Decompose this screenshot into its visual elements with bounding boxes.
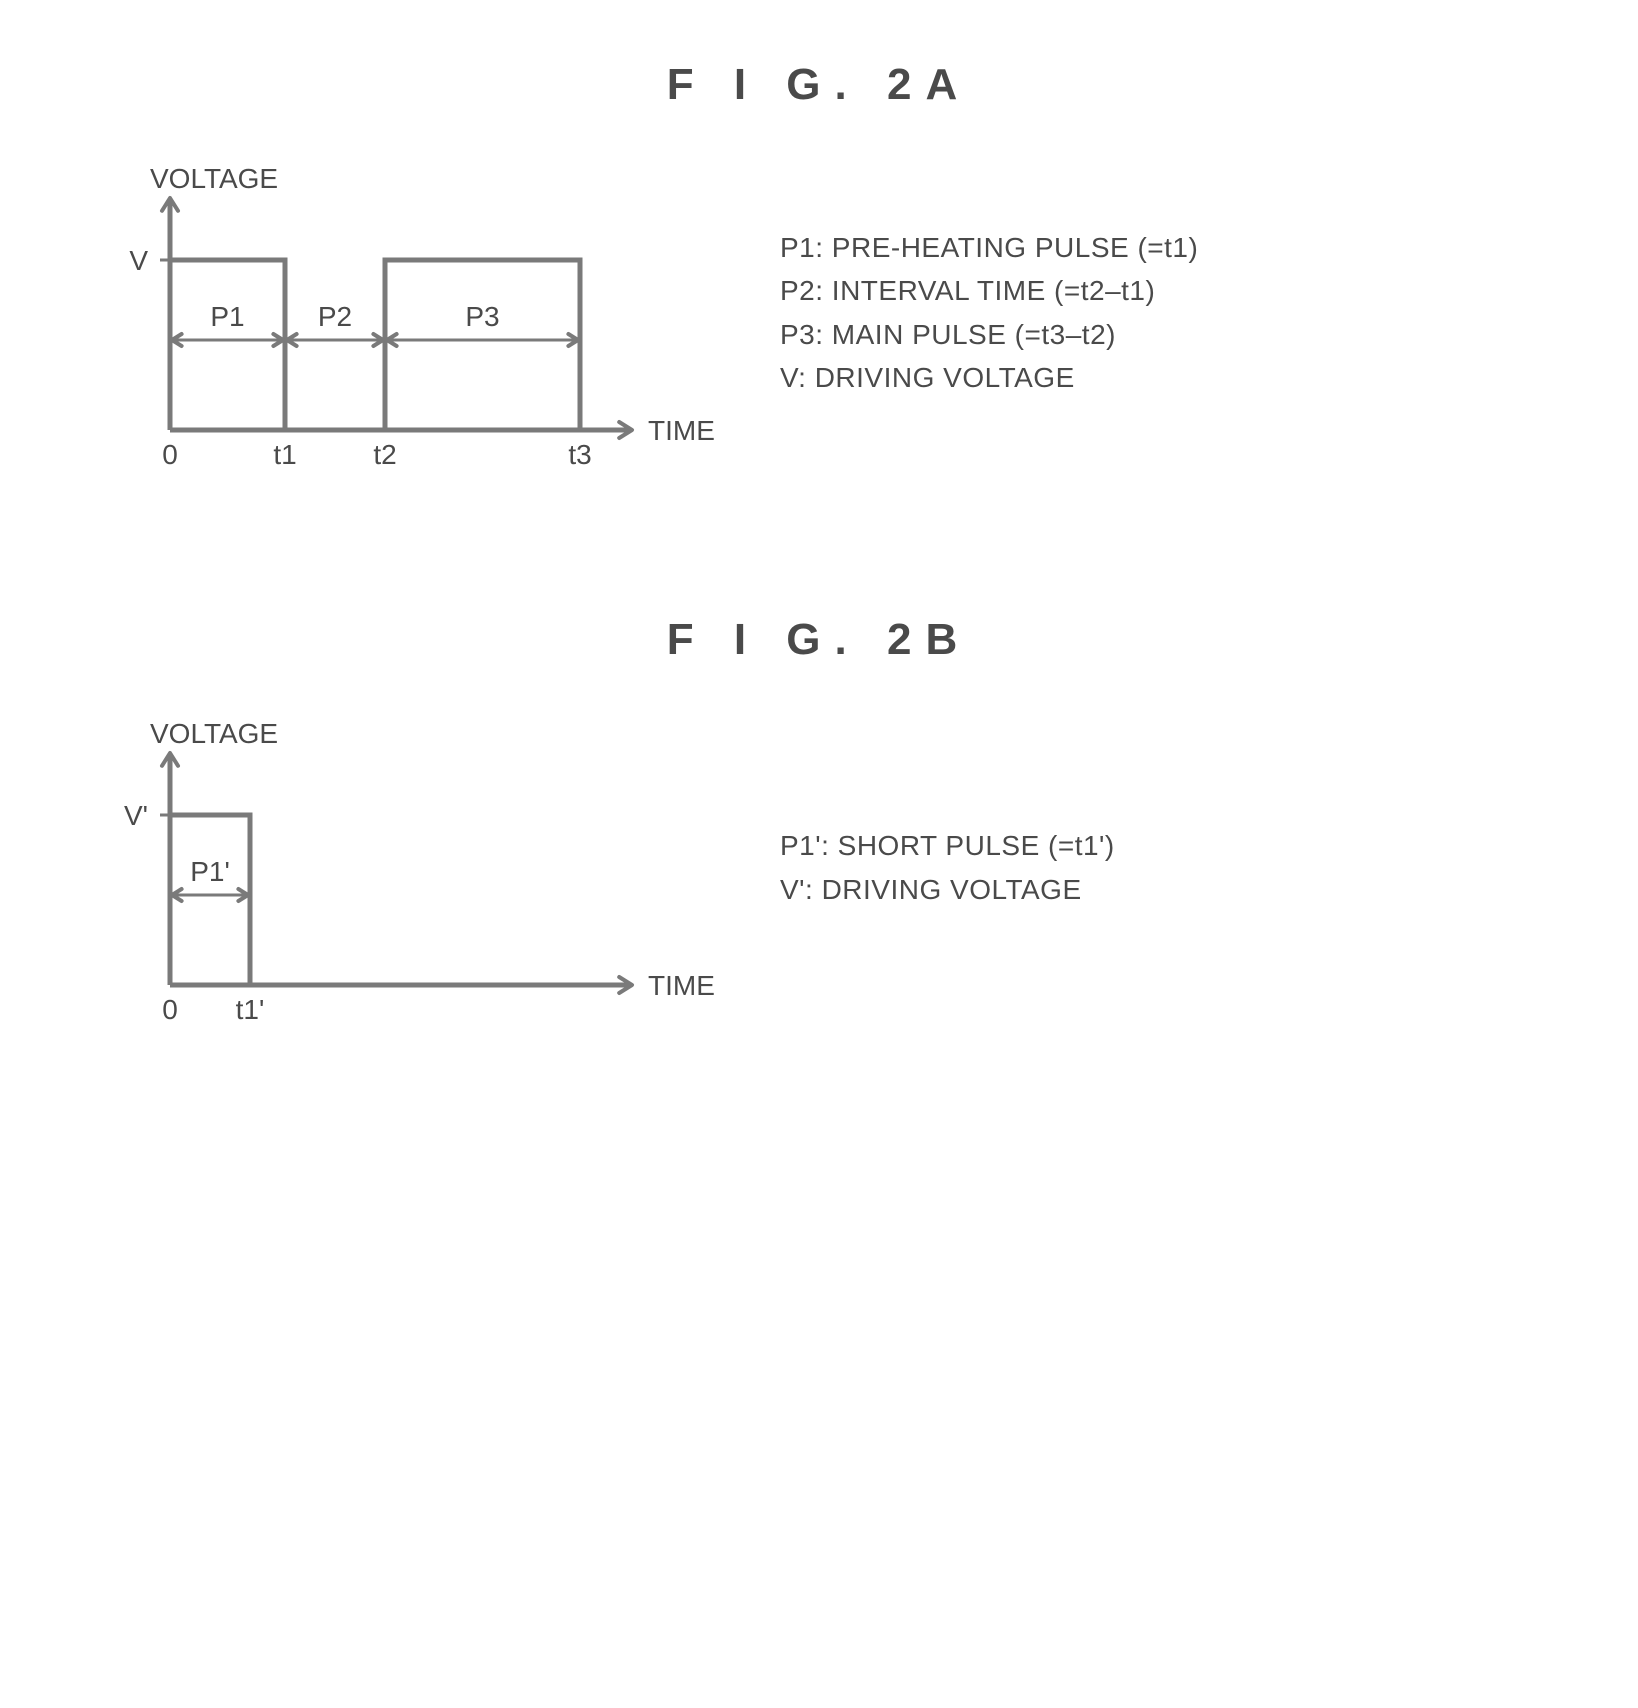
svg-text:TIME: TIME — [648, 970, 715, 1001]
figure-2a: F I G. 2A VOLTAGE TIME V 0 t1 t2 t3 P1 P2 P3 P1: … — [80, 60, 1558, 495]
svg-text:VOLTAGE: VOLTAGE — [150, 163, 278, 194]
svg-text:0: 0 — [162, 994, 178, 1025]
svg-text:TIME: TIME — [648, 415, 715, 446]
legend-line: V': DRIVING VOLTAGE — [780, 868, 1115, 911]
legend-line: V: DRIVING VOLTAGE — [780, 356, 1198, 399]
figure-2a-title: F I G. 2A — [80, 60, 1558, 110]
legend-line: P2: INTERVAL TIME (=t2–t1) — [780, 269, 1198, 312]
svg-text:P1: P1 — [210, 301, 244, 332]
svg-text:V': V' — [124, 800, 148, 831]
figure-2b-body: VOLTAGE TIME V' 0 t1' P1' P1': SHORT PULSE (=… — [80, 685, 1558, 1050]
legend-line: P1': SHORT PULSE (=t1') — [780, 824, 1115, 867]
fig-2b-svg: VOLTAGE TIME V' 0 t1' P1' — [80, 685, 720, 1045]
figure-2b: F I G. 2B VOLTAGE TIME V' 0 t1' P1' P1': SHOR… — [80, 615, 1558, 1050]
fig-2b-chart: VOLTAGE TIME V' 0 t1' P1' — [80, 685, 720, 1050]
figure-2a-body: VOLTAGE TIME V 0 t1 t2 t3 P1 P2 P3 P1: PRE-HEATIN… — [80, 130, 1558, 495]
fig-2a-svg: VOLTAGE TIME V 0 t1 t2 t3 P1 P2 P3 — [80, 130, 720, 490]
svg-text:VOLTAGE: VOLTAGE — [150, 718, 278, 749]
svg-text:t1: t1 — [273, 439, 296, 470]
legend-line: P1: PRE-HEATING PULSE (=t1) — [780, 226, 1198, 269]
legend-line: P3: MAIN PULSE (=t3–t2) — [780, 313, 1198, 356]
svg-text:P3: P3 — [465, 301, 499, 332]
svg-text:t3: t3 — [568, 439, 591, 470]
svg-text:P2: P2 — [318, 301, 352, 332]
fig-2a-legend: P1: PRE-HEATING PULSE (=t1) P2: INTERVAL… — [780, 226, 1198, 400]
figure-2b-title: F I G. 2B — [80, 615, 1558, 665]
fig-2a-chart: VOLTAGE TIME V 0 t1 t2 t3 P1 P2 P3 — [80, 130, 720, 495]
svg-text:0: 0 — [162, 439, 178, 470]
svg-text:t2: t2 — [373, 439, 396, 470]
svg-text:V: V — [129, 245, 148, 276]
svg-text:P1': P1' — [190, 856, 230, 887]
fig-2b-legend: P1': SHORT PULSE (=t1') V': DRIVING VOLT… — [780, 824, 1115, 911]
svg-text:t1': t1' — [236, 994, 265, 1025]
